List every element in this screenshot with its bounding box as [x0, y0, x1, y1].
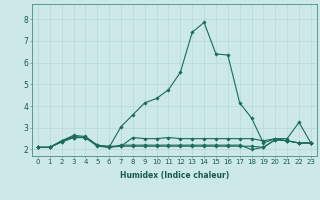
X-axis label: Humidex (Indice chaleur): Humidex (Indice chaleur)	[120, 171, 229, 180]
